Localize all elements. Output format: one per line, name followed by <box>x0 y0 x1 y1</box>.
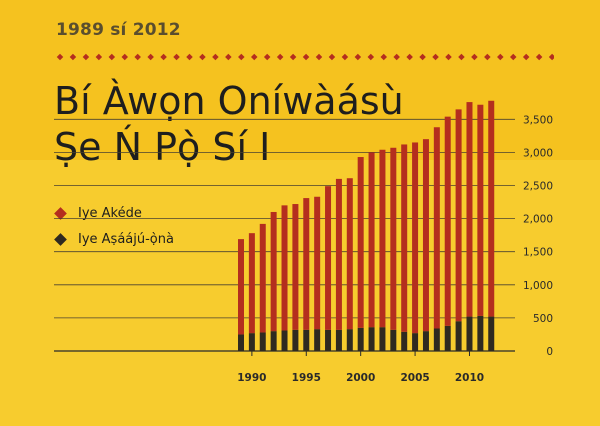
bar-pioneers-1991 <box>259 332 266 351</box>
header-band <box>0 0 600 160</box>
x-tick-label: 2010 <box>455 372 484 384</box>
title-line-1: Bí Àwọn Oníwàásù <box>54 79 404 123</box>
bar-publishers-1993 <box>281 205 288 331</box>
bar-publishers-1994 <box>292 204 299 330</box>
divider-diamond <box>289 53 297 61</box>
bar-pioneers-1992 <box>270 331 277 351</box>
x-tick-label: 2005 <box>400 372 429 384</box>
bar-publishers-1997 <box>325 186 332 330</box>
divider-diamond <box>250 53 258 61</box>
bar-publishers-2006 <box>422 139 429 332</box>
y-tick-label: 500 <box>533 313 553 325</box>
divider-diamond <box>199 53 206 61</box>
legend-label-pioneers: Iye Aṣáájú-ọ̀nà <box>78 231 174 247</box>
bar-publishers-2012 <box>488 100 495 317</box>
y-tick-label: 3,500 <box>523 114 553 126</box>
bar-publishers-2011 <box>477 104 484 316</box>
bar-publishers-2004 <box>401 144 408 332</box>
x-tick-label: 1995 <box>292 372 321 384</box>
y-tick-label: 2,500 <box>523 181 553 193</box>
bar-publishers-1990 <box>248 233 255 334</box>
y-tick-label: 3,000 <box>523 147 553 159</box>
bar-pioneers-1997 <box>325 329 332 351</box>
legend: Iye Akéde Iye Aṣáájú-ọ̀nà <box>54 200 174 252</box>
bar-publishers-2009 <box>455 109 462 322</box>
divider-diamond <box>173 53 180 61</box>
bar-pioneers-1994 <box>292 329 299 351</box>
bar-publishers-2003 <box>390 147 397 330</box>
bar-publishers-1989 <box>238 239 244 335</box>
bar-pioneers-2003 <box>390 329 397 351</box>
divider-diamond <box>95 53 103 61</box>
bar-pioneers-1990 <box>248 333 255 351</box>
divider-diamond <box>225 53 232 61</box>
bar-pioneers-2012 <box>488 316 495 351</box>
bar-pioneers-2005 <box>412 333 419 351</box>
bar-pioneers-1996 <box>314 329 321 351</box>
bar-publishers-1999 <box>346 178 353 330</box>
bar-publishers-2005 <box>412 142 419 334</box>
legend-item-pioneers: Iye Aṣáájú-ọ̀nà <box>54 226 174 252</box>
bar-pioneers-1995 <box>303 329 310 351</box>
bar-pioneers-2009 <box>455 321 462 351</box>
bar-pioneers-2008 <box>444 325 451 351</box>
bar-pioneers-2010 <box>466 316 473 351</box>
y-tick-label: 1,000 <box>523 280 553 292</box>
bar-publishers-1991 <box>259 223 266 333</box>
bar-publishers-2002 <box>379 149 386 328</box>
bar-pioneers-2002 <box>379 327 386 351</box>
legend-label-publishers: Iye Akéde <box>78 205 142 221</box>
bar-pioneers-2007 <box>433 328 440 351</box>
y-tick-label: 0 <box>546 346 553 358</box>
bar-publishers-2000 <box>357 157 364 328</box>
bar-publishers-2001 <box>368 152 375 328</box>
bar-pioneers-1989 <box>238 334 244 351</box>
divider-diamond <box>238 53 245 61</box>
title-line-2: Ṣe Ń Pọ̀ Sí I <box>54 125 271 169</box>
dotted-divider <box>56 53 554 61</box>
bar-publishers-1995 <box>303 198 310 330</box>
x-tick-label: 2000 <box>346 372 375 384</box>
bar-pioneers-1993 <box>281 330 288 351</box>
y-tick-label: 1,500 <box>523 247 553 259</box>
bar-publishers-2007 <box>433 127 440 329</box>
bar-pioneers-2001 <box>368 327 375 351</box>
y-tick-label: 2,000 <box>523 214 553 226</box>
bar-pioneers-2006 <box>422 331 429 351</box>
bar-pioneers-1999 <box>346 329 353 351</box>
bar-publishers-1998 <box>335 178 342 330</box>
x-tick-label: 1990 <box>237 372 266 384</box>
chart-subtitle: 1989 sí 2012 <box>56 20 181 40</box>
bar-pioneers-1998 <box>335 329 342 351</box>
bar-pioneers-2004 <box>401 331 408 351</box>
bar-pioneers-2000 <box>357 327 364 351</box>
bar-publishers-1996 <box>314 196 321 330</box>
divider-diamond <box>186 53 193 61</box>
bar-publishers-2008 <box>444 116 451 326</box>
legend-item-publishers: Iye Akéde <box>54 200 174 226</box>
bar-pioneers-2011 <box>477 315 484 351</box>
chart-title: Bí Àwọn Oníwàásù Ṣe Ń Pọ̀ Sí I <box>54 78 404 170</box>
bar-publishers-2010 <box>466 102 473 317</box>
bar-publishers-1992 <box>270 211 277 332</box>
